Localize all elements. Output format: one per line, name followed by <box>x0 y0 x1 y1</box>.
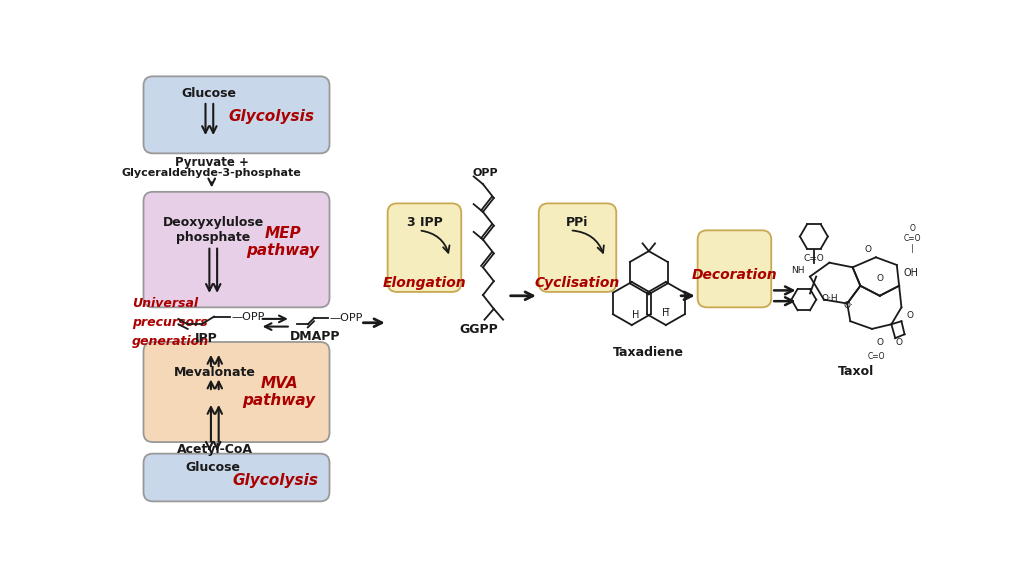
Text: O: O <box>907 311 913 320</box>
Text: IPP: IPP <box>195 332 218 345</box>
Text: Universal
precursors
generation: Universal precursors generation <box>132 297 209 348</box>
FancyBboxPatch shape <box>143 454 330 502</box>
Text: Elongation: Elongation <box>383 276 467 289</box>
Text: Deoxyxylulose
phosphate: Deoxyxylulose phosphate <box>163 216 264 244</box>
FancyBboxPatch shape <box>143 76 330 153</box>
Text: Glycolysis: Glycolysis <box>228 109 314 124</box>
Text: O: O <box>877 273 884 283</box>
Text: O: O <box>896 338 902 347</box>
Text: O: O <box>877 338 884 347</box>
Text: Taxadiene: Taxadiene <box>613 346 684 359</box>
Text: Mevalonate: Mevalonate <box>174 366 256 379</box>
Text: H: H <box>632 310 639 320</box>
Text: O: O <box>864 245 871 254</box>
FancyBboxPatch shape <box>388 204 461 292</box>
Text: GGPP: GGPP <box>460 323 499 336</box>
Text: NH: NH <box>792 266 805 275</box>
Text: Taxol: Taxol <box>839 365 874 378</box>
Text: Cyclisation: Cyclisation <box>535 276 621 289</box>
Text: O
C=O
|: O C=O | <box>903 224 921 253</box>
Text: OH: OH <box>903 268 918 277</box>
Text: DMAPP: DMAPP <box>290 331 341 343</box>
FancyBboxPatch shape <box>143 342 330 442</box>
Text: Pyruvate +: Pyruvate + <box>175 156 249 169</box>
Text: —OPP: —OPP <box>231 312 264 321</box>
Text: Glycolysis: Glycolysis <box>232 473 318 488</box>
Text: Glucose: Glucose <box>182 87 237 100</box>
FancyBboxPatch shape <box>697 231 771 307</box>
Text: O·H: O·H <box>821 293 838 303</box>
Text: Glyceraldehyde-3-phosphate: Glyceraldehyde-3-phosphate <box>122 168 302 178</box>
Text: C=O: C=O <box>867 352 885 361</box>
Text: PPi: PPi <box>566 216 589 229</box>
Text: MVA
pathway: MVA pathway <box>243 376 315 408</box>
FancyBboxPatch shape <box>539 204 616 292</box>
FancyBboxPatch shape <box>143 192 330 307</box>
Text: Acetyl-CoA: Acetyl-CoA <box>177 443 253 455</box>
Text: —OPP: —OPP <box>330 313 362 323</box>
Text: O·: O· <box>844 301 854 310</box>
Text: 3 IPP: 3 IPP <box>407 216 442 229</box>
Text: Decoration: Decoration <box>691 268 777 282</box>
Text: C=O: C=O <box>804 253 824 263</box>
Text: H̅: H̅ <box>663 308 670 317</box>
Text: MEP
pathway: MEP pathway <box>247 226 319 258</box>
Text: Glucose: Glucose <box>185 461 241 474</box>
Text: OPP: OPP <box>472 168 498 178</box>
